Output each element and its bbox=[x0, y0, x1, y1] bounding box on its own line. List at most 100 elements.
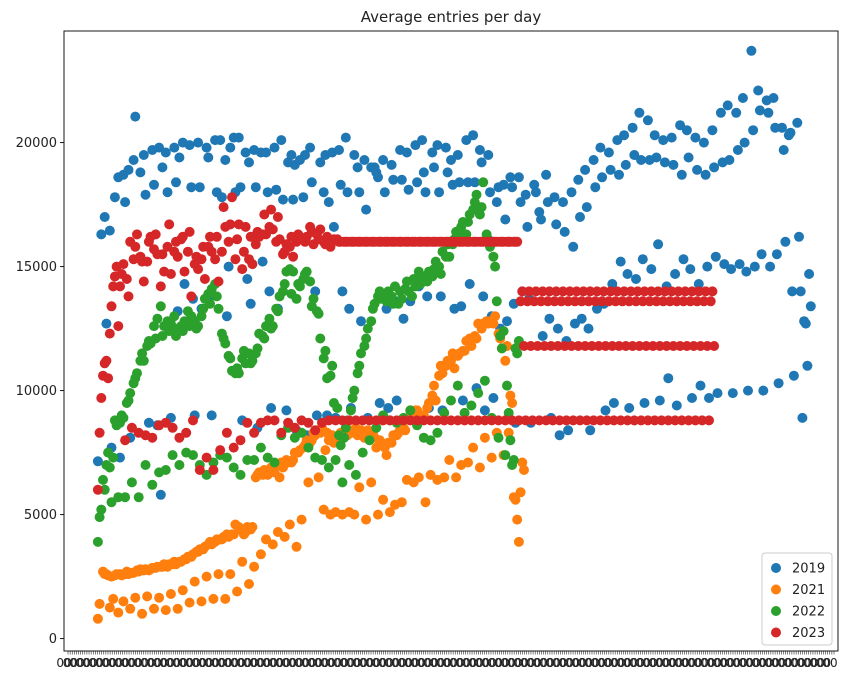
x-tick-label: 00 bbox=[269, 656, 284, 670]
data-point bbox=[636, 155, 647, 165]
data-point bbox=[267, 321, 278, 332]
data-point bbox=[637, 254, 648, 265]
legend-box bbox=[761, 552, 833, 646]
data-point bbox=[240, 147, 251, 158]
x-tick-label: 00 bbox=[739, 656, 754, 670]
x-tick-label: 00 bbox=[211, 656, 226, 670]
data-point bbox=[407, 291, 417, 302]
data-point bbox=[683, 152, 694, 163]
data-point bbox=[444, 251, 455, 262]
x-tick-label: 00 bbox=[372, 656, 387, 670]
data-point bbox=[446, 395, 456, 406]
data-point bbox=[603, 147, 614, 158]
x-tick-label: 00 bbox=[275, 656, 290, 670]
data-point bbox=[731, 107, 742, 118]
x-tick-label: 00 bbox=[687, 656, 702, 670]
data-point bbox=[272, 306, 283, 317]
data-point bbox=[215, 135, 226, 146]
data-point bbox=[653, 239, 664, 250]
data-point bbox=[615, 256, 626, 267]
data-point bbox=[167, 450, 178, 461]
x-tick-label: 00 bbox=[443, 656, 458, 670]
data-point bbox=[288, 251, 299, 262]
data-point bbox=[96, 229, 107, 240]
data-point bbox=[289, 422, 300, 433]
data-point bbox=[707, 125, 718, 136]
data-point bbox=[663, 373, 674, 384]
x-tick-label: 00 bbox=[571, 656, 586, 670]
data-point bbox=[797, 412, 808, 423]
data-point bbox=[554, 430, 565, 441]
x-tick-label: 00 bbox=[520, 656, 535, 670]
data-point bbox=[479, 432, 490, 443]
data-point bbox=[196, 254, 207, 265]
x-tick-label: 00 bbox=[604, 656, 619, 670]
data-point bbox=[452, 380, 463, 391]
data-point bbox=[247, 259, 258, 270]
x-tick-label: 00 bbox=[217, 656, 232, 670]
data-point bbox=[196, 596, 207, 607]
x-tick-label: 00 bbox=[436, 656, 451, 670]
data-point bbox=[804, 269, 815, 279]
data-point bbox=[534, 207, 545, 217]
data-point bbox=[339, 432, 350, 443]
x-tick-label: 00 bbox=[816, 656, 831, 670]
data-point bbox=[230, 254, 241, 265]
x-tick-label: 00 bbox=[185, 656, 200, 670]
data-point bbox=[211, 291, 222, 302]
x-tick-label: 00 bbox=[462, 656, 477, 670]
data-point bbox=[155, 281, 166, 292]
data-point bbox=[101, 318, 112, 329]
data-point bbox=[785, 127, 796, 138]
data-point bbox=[118, 596, 129, 607]
data-point bbox=[354, 360, 365, 371]
x-tick-label: 00 bbox=[159, 656, 174, 670]
data-point bbox=[255, 549, 266, 560]
data-point bbox=[94, 512, 105, 523]
data-point bbox=[118, 412, 129, 423]
data-point bbox=[566, 187, 577, 198]
x-tick-label: 00 bbox=[95, 656, 110, 670]
data-point bbox=[306, 177, 317, 188]
data-point bbox=[690, 132, 701, 143]
data-point bbox=[583, 323, 594, 334]
data-point bbox=[442, 167, 453, 178]
data-point bbox=[513, 536, 524, 547]
data-point bbox=[164, 219, 175, 230]
data-point bbox=[722, 100, 733, 111]
data-point bbox=[361, 204, 372, 215]
data-point bbox=[278, 194, 288, 205]
data-point bbox=[130, 592, 141, 603]
data-point bbox=[732, 145, 743, 155]
x-tick-label: 00 bbox=[713, 656, 728, 670]
data-point bbox=[522, 221, 533, 232]
x-tick-label: 00 bbox=[681, 656, 696, 670]
series-2023 bbox=[92, 192, 720, 495]
data-point bbox=[92, 484, 103, 495]
x-tick-label: 00 bbox=[533, 656, 548, 670]
data-point bbox=[269, 142, 280, 153]
y-tick-label: 10000 bbox=[16, 384, 57, 399]
x-tick-label: 00 bbox=[365, 656, 380, 670]
data-point bbox=[162, 187, 173, 198]
data-point bbox=[232, 234, 243, 245]
data-point bbox=[549, 192, 560, 203]
data-point bbox=[576, 313, 587, 324]
data-point bbox=[709, 341, 720, 351]
data-point bbox=[379, 187, 390, 198]
data-point bbox=[160, 605, 171, 616]
data-point bbox=[622, 269, 633, 279]
data-point bbox=[474, 145, 485, 155]
x-tick-label: 00 bbox=[526, 656, 541, 670]
data-point bbox=[313, 472, 324, 483]
x-tick-label: 00 bbox=[134, 656, 149, 670]
data-point bbox=[681, 125, 692, 136]
data-point bbox=[228, 462, 239, 473]
data-point bbox=[318, 353, 329, 364]
data-point bbox=[658, 135, 669, 146]
x-tick-label: 00 bbox=[822, 656, 837, 670]
data-point bbox=[225, 219, 236, 230]
data-point bbox=[794, 231, 804, 242]
data-point bbox=[130, 241, 141, 252]
